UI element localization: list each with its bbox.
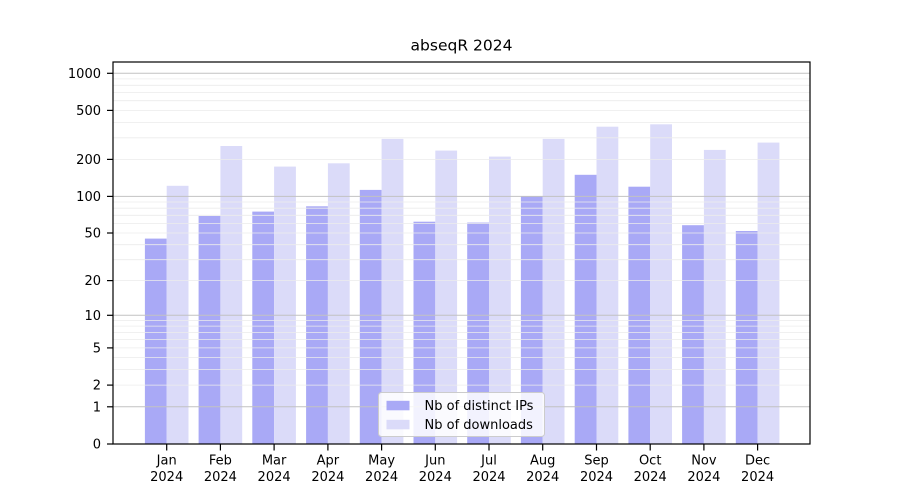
x-tick-label-year: 2024 — [311, 470, 344, 485]
y-tick-label: 500 — [76, 104, 101, 119]
y-tick-label: 100 — [76, 190, 101, 205]
x-tick-label-month: Jul — [480, 454, 497, 469]
x-tick-label-year: 2024 — [472, 470, 505, 485]
bar-nb-of-downloads-apr — [327, 163, 350, 445]
bar-nb-of-downloads-jul — [489, 156, 511, 444]
bar-nb-of-downloads-jun — [435, 150, 458, 444]
x-tick-label-year: 2024 — [741, 470, 774, 485]
bar-nb-of-distinct-ips-feb — [198, 216, 221, 444]
y-tick-label: 5 — [93, 341, 101, 356]
bar-nb-of-downloads-feb — [220, 146, 243, 444]
bar-nb-of-downloads-nov — [703, 149, 726, 444]
x-tick-label-month: Oct — [639, 454, 661, 469]
x-tick-label-month: Sep — [584, 454, 609, 469]
x-tick-label-year: 2024 — [258, 470, 291, 485]
y-tick-label: 20 — [84, 274, 101, 289]
bar-nb-of-downloads-sep — [596, 126, 619, 444]
plot-border — [112, 61, 811, 445]
axis-ticks-and-labels: 01251020501002005001000Jan2024Feb2024Mar… — [68, 67, 774, 485]
x-tick-label-year: 2024 — [204, 470, 237, 485]
y-tick-label: 1 — [93, 400, 101, 415]
x-tick-label-month: Aug — [530, 454, 555, 469]
legend-box — [378, 392, 545, 437]
legend-swatch-downloads — [386, 419, 410, 430]
x-tick-label-month: Dec — [745, 454, 770, 469]
bar-nb-of-downloads-dec — [757, 142, 780, 444]
bar-nb-of-distinct-ips-mar — [252, 211, 275, 444]
x-tick-label-year: 2024 — [365, 470, 398, 485]
bar-nb-of-distinct-ips-sep — [574, 174, 597, 445]
y-tick-label: 10 — [84, 309, 101, 324]
x-tick-label-year: 2024 — [526, 470, 559, 485]
bar-nb-of-distinct-ips-dec — [735, 231, 758, 444]
legend-label-distinct-ips: Nb of distinct IPs — [425, 399, 534, 414]
x-tick-label-month: May — [368, 454, 395, 469]
x-tick-label-month: Apr — [317, 454, 340, 469]
x-tick-label-year: 2024 — [580, 470, 613, 485]
gridlines — [113, 72, 810, 408]
chart-title: abseqR 2024 — [411, 37, 513, 55]
x-tick-label-month: Jan — [156, 454, 177, 469]
legend: Nb of distinct IPs Nb of downloads — [378, 392, 545, 437]
legend-label-downloads: Nb of downloads — [425, 418, 534, 433]
bar-nb-of-distinct-ips-nov — [682, 225, 704, 444]
x-tick-label-year: 2024 — [634, 470, 667, 485]
bar-nb-of-downloads-oct — [650, 124, 672, 445]
bar-nb-of-distinct-ips-apr — [306, 206, 328, 444]
bar-nb-of-distinct-ips-jul — [467, 222, 489, 444]
y-tick-label: 0 — [93, 438, 101, 453]
y-tick-label: 2 — [93, 379, 101, 394]
bar-nb-of-downloads-mar — [274, 166, 296, 444]
y-tick-label: 200 — [76, 153, 101, 168]
legend-swatch-distinct-ips — [386, 400, 410, 411]
y-tick-label: 50 — [84, 227, 101, 242]
bar-nb-of-distinct-ips-may — [359, 189, 382, 444]
x-tick-label-month: Jun — [424, 454, 445, 469]
y-tick-label: 1000 — [68, 67, 101, 82]
x-tick-label-year: 2024 — [150, 470, 183, 485]
x-tick-label-month: Nov — [691, 454, 717, 469]
bar-nb-of-distinct-ips-jun — [413, 221, 436, 444]
x-tick-label-year: 2024 — [419, 470, 452, 485]
x-tick-label-year: 2024 — [687, 470, 720, 485]
x-tick-label-month: Mar — [262, 454, 287, 469]
bar-nb-of-distinct-ips-jan — [144, 238, 167, 444]
x-tick-label-month: Feb — [209, 454, 232, 469]
bar-nb-of-downloads-aug — [542, 138, 565, 444]
